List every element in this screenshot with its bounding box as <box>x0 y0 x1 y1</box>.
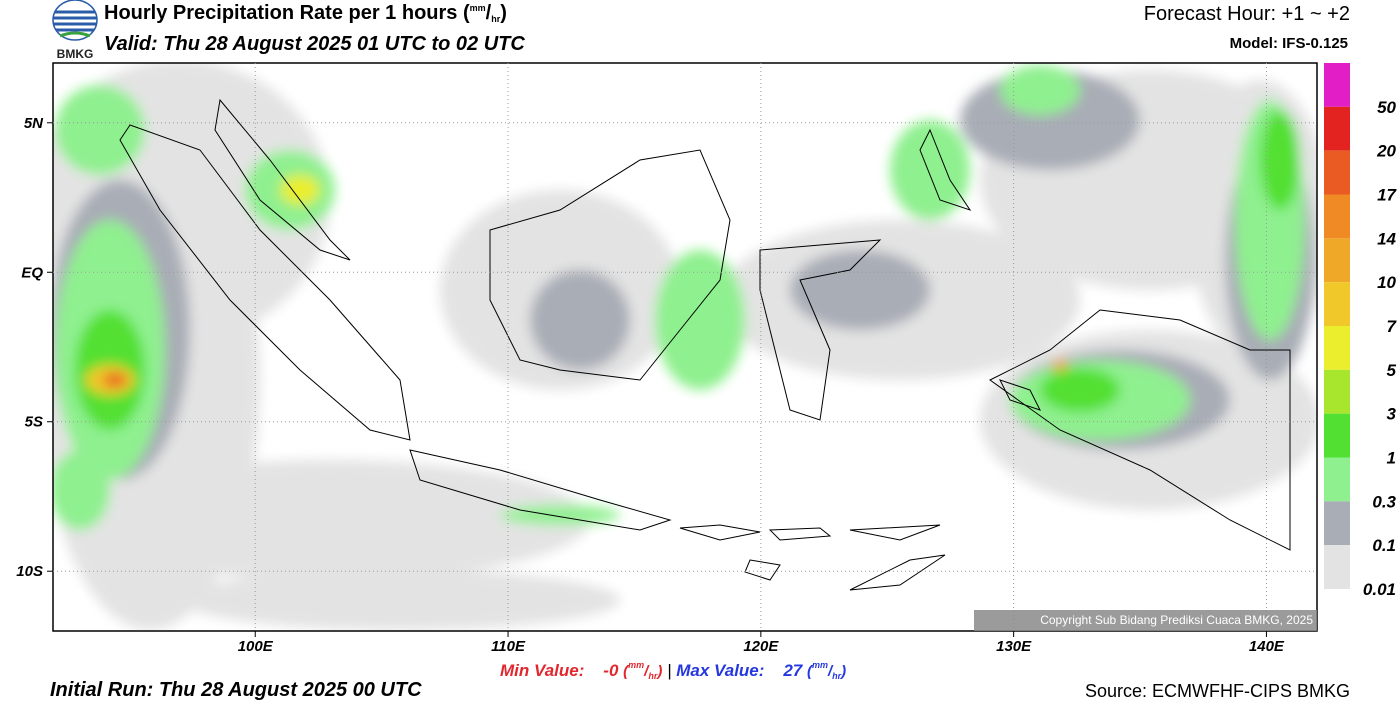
title-line: Hourly Precipitation Rate per 1 hours (m… <box>104 2 507 25</box>
copyright: Copyright Sub Bidang Prediksi Cuaca BMKG… <box>1040 613 1313 627</box>
y-tick-label: 5S <box>25 414 43 431</box>
colorbar-label: 0.1 <box>1372 536 1396 555</box>
logo: BMKG <box>52 0 98 61</box>
colorbar-label: 1 <box>1387 449 1396 468</box>
y-tick-label: 5N <box>24 115 44 132</box>
max-label: Max Value: <box>676 661 765 680</box>
unit-close: ) <box>841 663 847 680</box>
colorbar-box <box>1324 501 1350 546</box>
x-tick-label: 130E <box>996 638 1032 655</box>
unit-open: ( <box>462 2 470 24</box>
x-tick-label: 100E <box>238 638 274 655</box>
unit-slash: / <box>828 663 833 680</box>
unit-open: ( <box>623 663 629 680</box>
y-tick-label: EQ <box>21 264 43 281</box>
unit-num: mm <box>628 660 645 670</box>
unit-open: ( <box>806 663 812 680</box>
x-tick-label: 120E <box>743 638 779 655</box>
colorbar-label: 14 <box>1377 229 1396 248</box>
colorbar-box <box>1324 326 1350 370</box>
initial-run: Initial Run: Thu 28 August 2025 00 UTC <box>50 679 422 701</box>
unit-den: hr <box>491 14 501 24</box>
colorbar-box <box>1324 150 1350 195</box>
max-value: 27 <box>783 661 803 680</box>
unit-slash: / <box>485 2 492 24</box>
colorbar-box <box>1324 238 1350 283</box>
unit-close: ) <box>657 663 663 680</box>
unit-num: mm <box>811 660 828 670</box>
colorbar-label: 50 <box>1377 98 1396 117</box>
source: Source: ECMWFHF-CIPS BMKG <box>1084 681 1350 701</box>
unit-den: hr <box>832 671 842 681</box>
colorbar-box <box>1324 413 1350 458</box>
colorbar-box <box>1324 194 1350 239</box>
coastlines <box>119 98 1291 591</box>
colorbar-box <box>1324 63 1350 107</box>
forecast-hour: Forecast Hour: +1 ~ +2 <box>1143 3 1350 25</box>
x-tick-label: 140E <box>1249 638 1285 655</box>
map-frame <box>52 62 1318 632</box>
colorbar-box <box>1324 545 1350 589</box>
unit-num: mm <box>469 3 486 13</box>
y-tick-label: 10S <box>16 563 43 580</box>
title: Hourly Precipitation Rate per 1 hours <box>104 2 458 24</box>
colorbar-box <box>1324 282 1350 326</box>
colorbar-label: 17 <box>1377 186 1397 205</box>
copyright-box <box>974 610 1317 631</box>
colorbar-label: 0.01 <box>1363 580 1396 599</box>
max-unit: (mm/hr) <box>806 660 847 681</box>
min-label: Min Value: <box>500 661 585 680</box>
min-max-line: Min Value: -0 (mm/hr) | Max Value: 27 (m… <box>500 660 846 681</box>
precip-field <box>53 63 1317 630</box>
unit-close: ) <box>500 2 507 24</box>
colorbar-label: 3 <box>1387 405 1397 424</box>
colorbar-label: 10 <box>1377 273 1396 292</box>
x-tick-label: 110E <box>491 638 526 655</box>
separator: | <box>667 661 672 680</box>
min-unit: (mm/hr) <box>623 660 663 681</box>
colorbar-box <box>1324 106 1350 151</box>
colorbar-label: 5 <box>1387 361 1397 380</box>
colorbar-box <box>1324 369 1350 414</box>
model: Model: IFS-0.125 <box>1229 35 1348 52</box>
unit-slash: / <box>644 663 649 680</box>
min-value: -0 <box>603 661 619 680</box>
colorbar-label: 7 <box>1387 317 1398 336</box>
colorbar-box <box>1324 457 1350 502</box>
unit-den: hr <box>648 671 658 681</box>
colorbar-label: 0.3 <box>1372 492 1396 511</box>
colorbar-label: 20 <box>1376 142 1396 161</box>
logo-text: BMKG <box>57 47 94 61</box>
valid-time: Valid: Thu 28 August 2025 01 UTC to 02 U… <box>104 33 525 55</box>
